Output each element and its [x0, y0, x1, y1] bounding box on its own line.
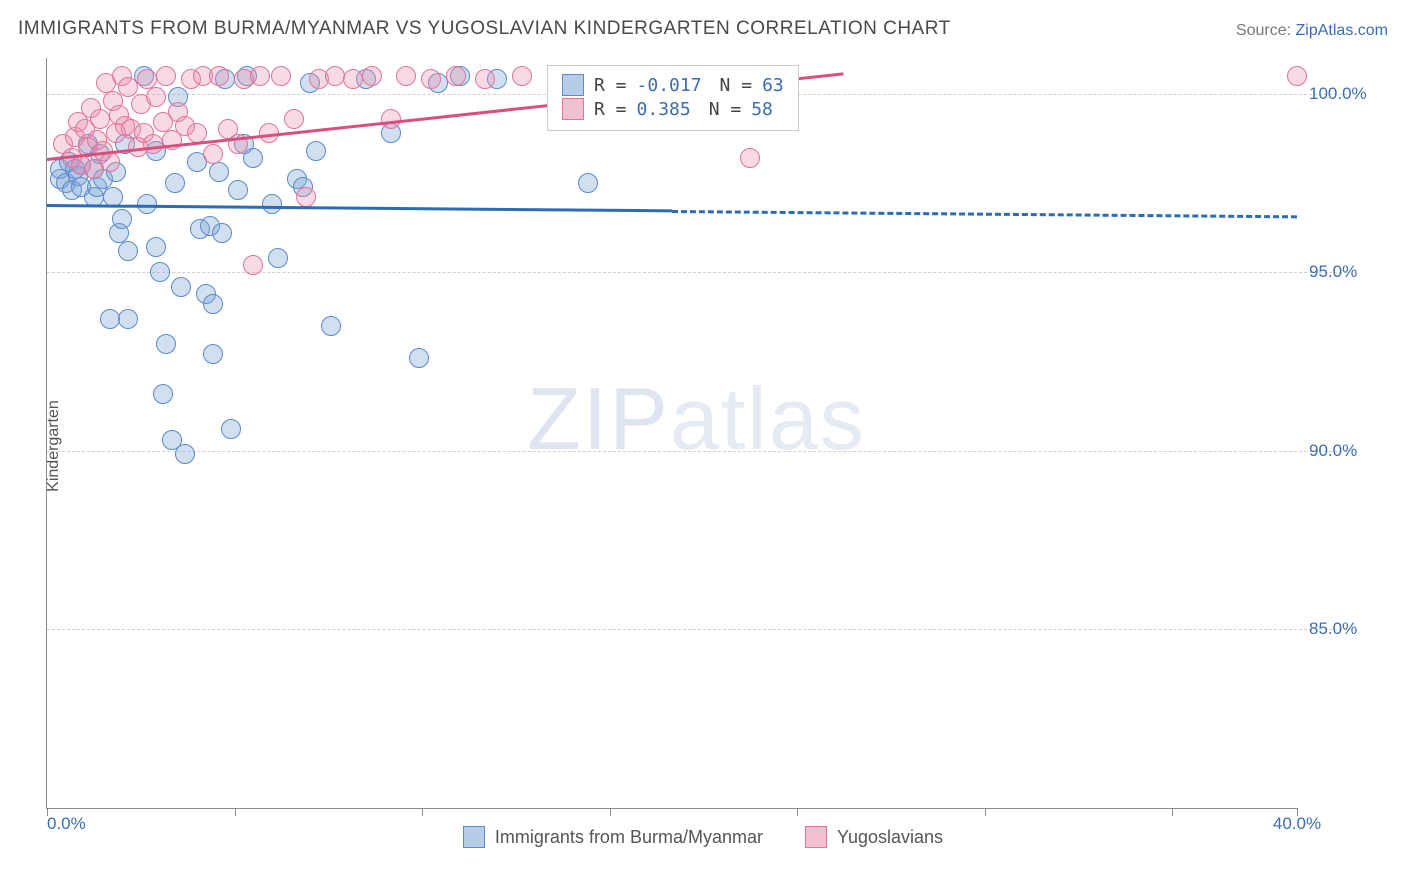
data-point [271, 66, 291, 86]
data-point [203, 344, 223, 364]
data-point [362, 66, 382, 86]
data-point [381, 109, 401, 129]
gridline [47, 272, 1347, 273]
gridline [47, 629, 1347, 630]
data-point [153, 384, 173, 404]
data-point [446, 66, 466, 86]
data-point [243, 255, 263, 275]
stats-legend-row: R =-0.017N =63 [562, 74, 784, 96]
x-tick-mark [422, 808, 423, 816]
legend-item: Immigrants from Burma/Myanmar [463, 826, 763, 848]
data-point [156, 334, 176, 354]
gridline [47, 451, 1347, 452]
data-point [171, 277, 191, 297]
x-tick-mark [1172, 808, 1173, 816]
data-point [156, 66, 176, 86]
data-point [409, 348, 429, 368]
data-point [203, 144, 223, 164]
x-tick-mark [235, 808, 236, 816]
data-point [268, 248, 288, 268]
data-point [118, 241, 138, 261]
data-point [143, 134, 163, 154]
x-tick-mark [985, 808, 986, 816]
legend-swatch [562, 74, 584, 96]
data-point [321, 316, 341, 336]
data-point [250, 66, 270, 86]
y-tick-label: 100.0% [1309, 84, 1389, 104]
legend-swatch [463, 826, 485, 848]
data-point [243, 148, 263, 168]
source-link[interactable]: ZipAtlas.com [1296, 22, 1388, 39]
data-point [203, 294, 223, 314]
legend-label: Immigrants from Burma/Myanmar [495, 827, 763, 848]
data-point [175, 444, 195, 464]
data-point [118, 77, 138, 97]
data-point [118, 309, 138, 329]
data-point [475, 69, 495, 89]
x-tick-mark [797, 808, 798, 816]
data-point [146, 87, 166, 107]
data-point [1287, 66, 1307, 86]
x-tick-mark [610, 808, 611, 816]
data-point [146, 237, 166, 257]
data-point [325, 66, 345, 86]
data-point [578, 173, 598, 193]
data-point [221, 419, 241, 439]
data-point [209, 66, 229, 86]
legend-bottom: Immigrants from Burma/Myanmar Yugoslavian… [0, 826, 1406, 848]
legend-swatch [562, 98, 584, 120]
legend-swatch [805, 826, 827, 848]
data-point [165, 173, 185, 193]
data-point [212, 223, 232, 243]
data-point [306, 141, 326, 161]
data-point [296, 187, 316, 207]
scatter-plot: ZIPatlas 100.0%95.0%90.0%85.0%0.0%40.0%R… [46, 58, 1297, 809]
data-point [112, 209, 132, 229]
data-point [100, 309, 120, 329]
source-label: Source: ZipAtlas.com [1236, 22, 1388, 40]
stats-legend: R =-0.017N =63R = 0.385N =58 [547, 65, 799, 131]
legend-item: Yugoslavians [805, 826, 943, 848]
data-point [512, 66, 532, 86]
data-point [209, 162, 229, 182]
data-point [150, 262, 170, 282]
trend-line [672, 210, 1297, 218]
chart-title: IMMIGRANTS FROM BURMA/MYANMAR VS YUGOSLA… [18, 18, 951, 40]
data-point [421, 69, 441, 89]
y-tick-label: 85.0% [1309, 619, 1389, 639]
y-tick-label: 90.0% [1309, 441, 1389, 461]
data-point [228, 180, 248, 200]
data-point [396, 66, 416, 86]
watermark: ZIPatlas [527, 368, 866, 470]
y-tick-label: 95.0% [1309, 262, 1389, 282]
stats-legend-row: R = 0.385N =58 [562, 98, 784, 120]
data-point [284, 109, 304, 129]
data-point [343, 69, 363, 89]
data-point [740, 148, 760, 168]
data-point [262, 194, 282, 214]
legend-label: Yugoslavians [837, 827, 943, 848]
